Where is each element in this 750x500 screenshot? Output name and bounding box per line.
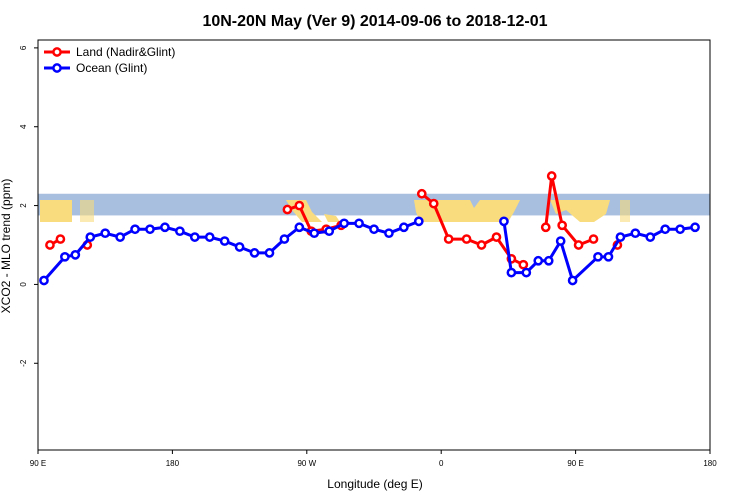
map-land-africa-west	[40, 200, 72, 222]
x-tick-label: 90 W	[297, 459, 316, 468]
legend-label: Ocean (Glint)	[76, 61, 147, 75]
data-point	[264, 248, 275, 258]
data-point	[443, 234, 454, 244]
data-point	[533, 255, 544, 266]
data-point	[428, 198, 439, 209]
y-tick-label: -2	[19, 359, 28, 367]
y-axis-title: XCO2 - MLO trend (ppm)	[0, 179, 13, 314]
data-point	[354, 218, 364, 229]
data-point	[175, 226, 185, 237]
x-tick-label: 180	[703, 459, 717, 468]
map-land-africa-east	[80, 200, 94, 222]
data-point	[219, 236, 230, 246]
series-group	[39, 171, 700, 286]
data-point	[282, 204, 293, 215]
data-point	[189, 232, 200, 242]
legend-swatch-marker	[52, 47, 62, 57]
x-tick-label: 90 E	[30, 459, 46, 468]
map-land-arabia	[492, 200, 520, 216]
x-tick-label: 0	[439, 459, 444, 468]
data-point	[413, 216, 424, 227]
data-point	[204, 232, 215, 242]
data-point	[630, 228, 641, 239]
y-tick-label: 2	[19, 203, 28, 208]
data-point	[130, 224, 140, 235]
legend: Land (Nadir&Glint) Ocean (Glint)	[44, 45, 175, 75]
data-point	[555, 236, 566, 246]
background-map-band	[38, 193, 710, 222]
data-point	[675, 224, 685, 235]
data-point	[45, 240, 55, 250]
data-point	[294, 200, 305, 211]
legend-label: Land (Nadir&Glint)	[76, 45, 175, 59]
data-point	[369, 224, 379, 235]
data-point	[506, 267, 517, 278]
series-line	[42, 219, 420, 282]
data-point	[499, 216, 509, 227]
data-point	[603, 251, 614, 262]
data-point	[588, 234, 599, 244]
data-point	[573, 240, 584, 250]
data-point	[491, 232, 502, 242]
data-point	[339, 218, 349, 229]
y-tick-label: 6	[19, 45, 28, 50]
data-point	[115, 232, 125, 242]
data-point	[518, 259, 529, 270]
data-point	[85, 232, 96, 242]
series-ocean	[39, 216, 700, 286]
y-tick-label: 4	[19, 124, 28, 129]
data-point	[540, 222, 551, 233]
data-point	[416, 188, 427, 199]
legend-swatch-marker	[52, 63, 62, 73]
data-point	[660, 224, 671, 235]
data-point	[55, 234, 66, 244]
data-point	[645, 232, 656, 242]
data-point	[145, 224, 155, 235]
y-axis: -2 0 2 4 6	[19, 45, 38, 367]
y-tick-label: 0	[19, 282, 28, 287]
plot-frame	[37, 39, 711, 451]
data-point	[294, 222, 305, 233]
data-point	[249, 248, 260, 258]
x-tick-label: 180	[166, 459, 180, 468]
data-point	[60, 251, 70, 262]
data-point	[690, 222, 700, 233]
x-axis-title: Longitude (deg E)	[327, 477, 422, 491]
data-point	[39, 275, 49, 286]
x-tick-label: 90 E	[567, 459, 583, 468]
map-land-india	[550, 200, 610, 222]
map-band-ocean	[38, 193, 710, 216]
data-point	[399, 222, 409, 233]
data-point	[279, 234, 290, 244]
data-point	[100, 228, 111, 239]
map-land-southeast-asia	[620, 200, 630, 222]
data-point	[234, 242, 245, 252]
data-point	[476, 240, 487, 250]
data-point	[324, 226, 335, 237]
data-point	[309, 228, 320, 239]
map-land-caribbean	[324, 214, 340, 222]
data-point	[70, 250, 81, 260]
data-point	[160, 222, 170, 233]
chart-title: 10N-20N May (Ver 9) 2014-09-06 to 2018-1…	[202, 13, 547, 30]
data-point	[615, 232, 626, 242]
data-point	[546, 171, 557, 181]
data-point	[593, 251, 603, 262]
data-point	[557, 220, 568, 231]
x-axis: 90 E 180 90 W 0 90 E 180	[30, 450, 717, 468]
data-point	[521, 267, 532, 278]
data-point	[543, 255, 554, 266]
data-point	[384, 228, 394, 239]
data-point	[567, 275, 578, 286]
data-point	[461, 234, 472, 244]
